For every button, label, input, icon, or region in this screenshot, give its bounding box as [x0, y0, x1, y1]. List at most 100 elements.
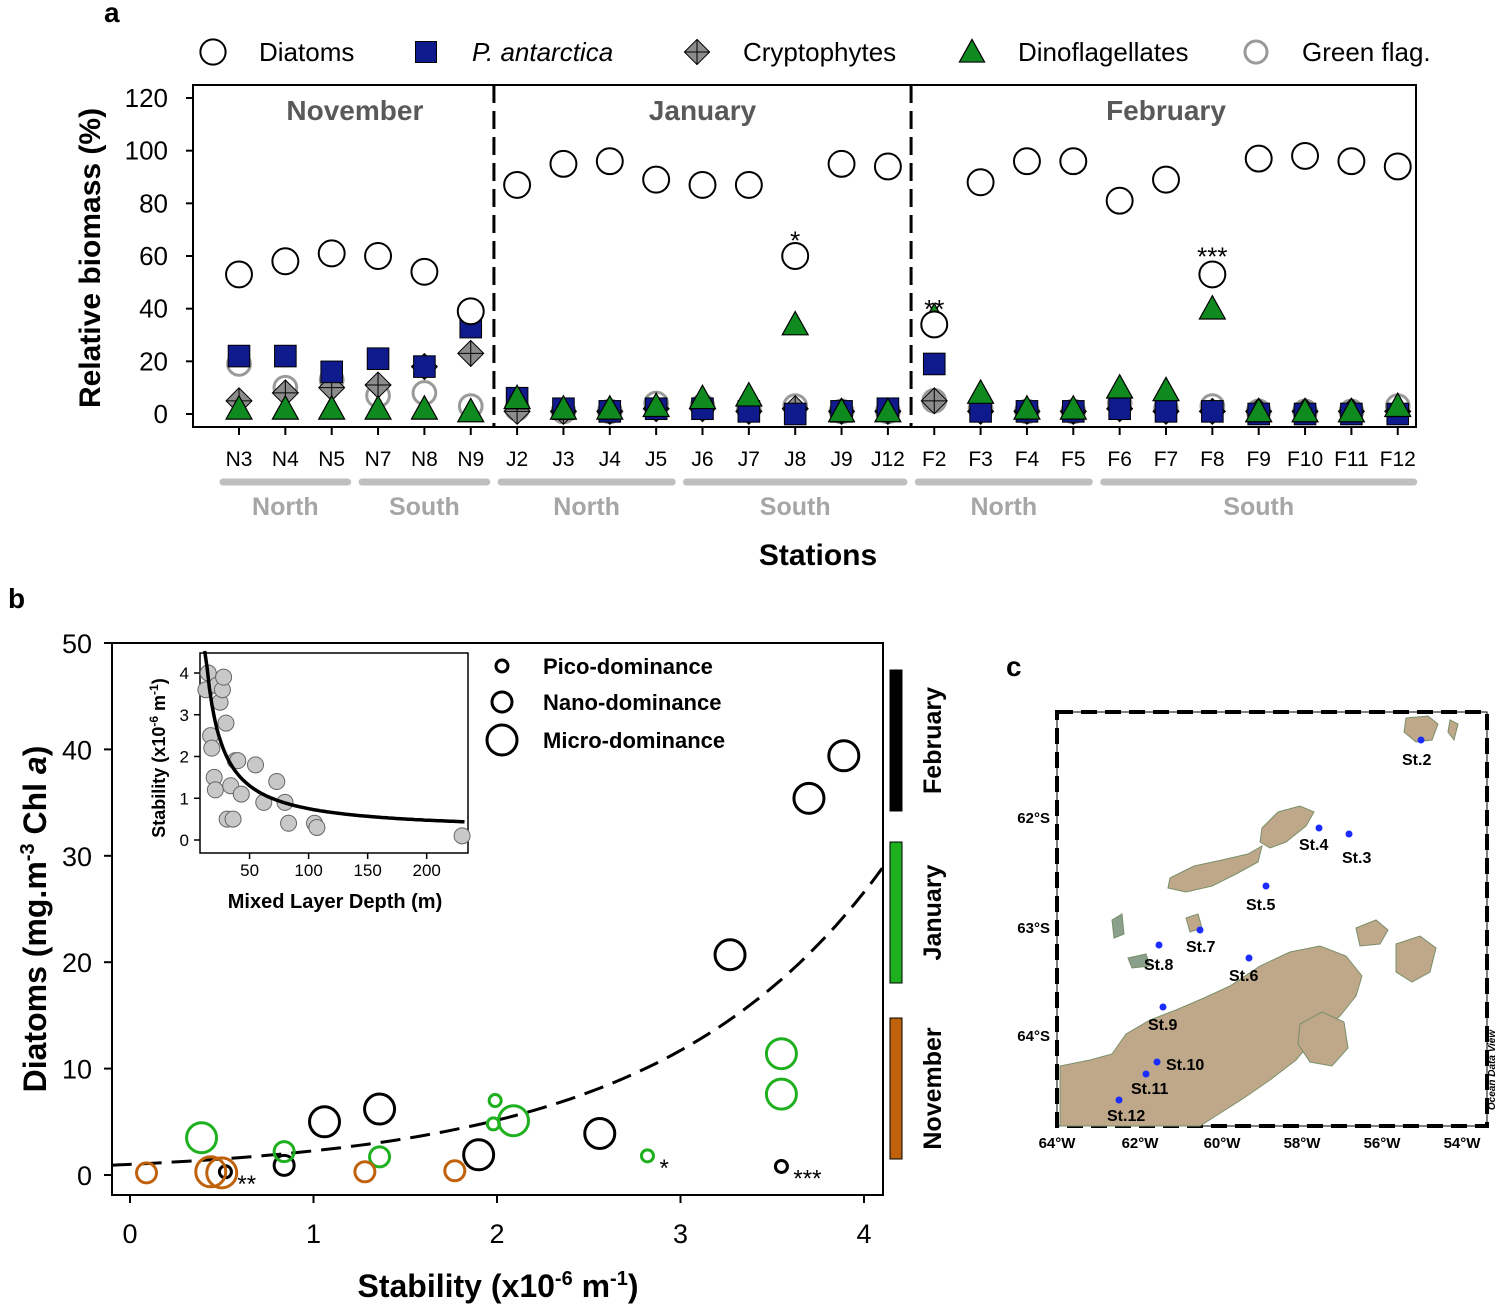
inset-fit-curve [202, 650, 465, 824]
y-tick-label: 80 [139, 188, 168, 218]
point-november [205, 1156, 239, 1190]
point-diatoms [781, 242, 810, 270]
month-label: February [1106, 95, 1226, 126]
inset-points [197, 664, 471, 845]
point-dinoflagellates [1198, 294, 1227, 320]
point-diatoms [1105, 186, 1134, 215]
point-january [368, 1145, 392, 1169]
panel-c: c 62°S63°S64°S 64°W 62°W 60°W 58°W 56°W 54°W … [1006, 651, 1498, 1152]
y-tick-label: 20 [139, 346, 168, 376]
station-label: St.11 [1131, 1081, 1168, 1098]
panel-a-x-axis-label: Stations [759, 539, 877, 572]
longitude-label: 54°W [1444, 1135, 1482, 1152]
y-tick-label: 0 [154, 399, 168, 429]
legend-label: Cryptophytes [743, 37, 896, 67]
point-diatoms [364, 242, 393, 270]
ocean-data-view-credit: Ocean Data View [1487, 1029, 1498, 1110]
y-tick-label: 0 [77, 1161, 92, 1191]
point-diatoms [1383, 152, 1412, 181]
point-dinoflagellates [271, 394, 300, 420]
point-diatoms [271, 247, 300, 276]
point-p-antarctica [1108, 397, 1131, 421]
station-dot [1417, 736, 1425, 744]
legend-label: Dinoflagellates [1018, 37, 1189, 67]
point-p-antarctica [274, 344, 297, 368]
point-dinoflagellates [1152, 376, 1180, 402]
point-p-antarctica [366, 347, 390, 370]
point-dinoflagellates [1059, 394, 1088, 420]
point-november [443, 1159, 467, 1183]
y-tick-label: 10 [62, 1055, 92, 1085]
legend-label: Micro-dominance [543, 728, 725, 753]
station-label: St.7 [1186, 939, 1215, 956]
panel-b-y-axis-label: Diatoms (mg.m-3 Chl a) [17, 746, 53, 1093]
point-dinoflagellates [317, 394, 346, 420]
map-land [1059, 715, 1459, 1127]
station-dot [1155, 941, 1163, 949]
point-diatoms [873, 152, 902, 181]
inset-point [203, 739, 221, 757]
station-dot [1262, 882, 1270, 890]
x-tick-label: F10 [1287, 448, 1323, 471]
point-dinoflagellates [734, 381, 763, 407]
point-diatoms [317, 239, 346, 268]
panel-a-region-labels: North South North South North South [219, 478, 1418, 521]
point-p-antarctica [1154, 400, 1178, 423]
station-dot [1142, 1070, 1150, 1078]
point-dinoflagellates [1337, 397, 1366, 423]
point-diatoms [225, 260, 253, 289]
map-frame-border [1055, 710, 1489, 1128]
x-tick-label: F4 [1015, 448, 1040, 471]
x-tick-label: F12 [1380, 448, 1416, 471]
point-february [462, 1138, 496, 1172]
point-february [583, 1117, 617, 1151]
significance-annotation: *** [793, 1165, 821, 1192]
point-february [792, 781, 826, 815]
panel-b-legend: Pico-dominance Nano-dominance Micro-domina… [485, 654, 725, 757]
x-tick-label: 2 [489, 1219, 504, 1249]
region-label: South [760, 493, 831, 521]
station-dot [1245, 954, 1253, 962]
point-p-antarctica [783, 402, 807, 426]
panel-b-month-bars: February January November [889, 669, 947, 1160]
x-tick-label: F3 [968, 448, 993, 471]
x-tick-label: F9 [1246, 448, 1271, 471]
point-dinoflagellates [873, 397, 902, 423]
significance-annotation: *** [1197, 241, 1227, 271]
point-february [713, 938, 747, 972]
point-diatoms [688, 170, 717, 199]
point-p-antarctica [1201, 400, 1224, 423]
point-cryptophytes [457, 339, 485, 368]
point-dinoflagellates [456, 397, 485, 423]
station-label: St.9 [1148, 1017, 1177, 1034]
panel-a-label: a [104, 0, 120, 28]
point-january [185, 1121, 219, 1155]
point-dinoflagellates [1383, 391, 1412, 418]
y-tick-label: 120 [125, 83, 168, 113]
y-tick-label: 50 [62, 629, 92, 659]
legend-marker-cryptophytes [683, 38, 711, 66]
station-dot [1196, 926, 1204, 934]
station-dot [1153, 1058, 1161, 1066]
station-label: St.2 [1402, 752, 1431, 769]
x-tick-label: J7 [738, 448, 760, 471]
panel-b-x-ticks: 0 1 2 3 4 [122, 1195, 872, 1249]
map-longitude-labels: 64°W 62°W 60°W 58°W 56°W 54°W [1039, 1135, 1482, 1152]
x-tick-label: J6 [691, 448, 713, 471]
x-tick-label: J5 [645, 448, 667, 471]
legend-marker-green-flag- [1243, 39, 1269, 65]
point-diatoms [1198, 260, 1227, 289]
region-label: North [970, 493, 1037, 521]
point-diatoms [503, 170, 532, 199]
inset-x-tick-label: 50 [240, 861, 259, 880]
x-tick-label: N3 [226, 448, 253, 471]
point-diatoms [827, 149, 856, 178]
x-tick-label: J12 [871, 448, 905, 471]
x-tick-label: 0 [122, 1219, 137, 1249]
point-november [353, 1160, 377, 1184]
inset-x-tick-label: 200 [412, 861, 440, 880]
point-january [487, 1093, 503, 1109]
region-label: North [553, 493, 620, 521]
x-tick-label: J4 [599, 448, 622, 471]
point-february [827, 739, 861, 773]
